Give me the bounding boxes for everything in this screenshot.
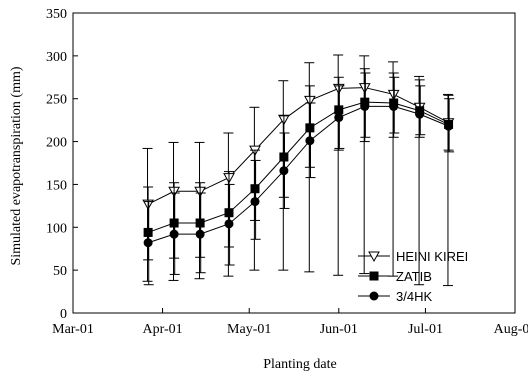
x-axis-ticks: Mar-01 Apr-01 May-01 Jun-01 Jul-01 Aug-01 <box>52 308 528 337</box>
series-group <box>142 54 455 287</box>
data-point <box>250 197 260 207</box>
series-layer <box>142 54 455 287</box>
x-axis-label: Planting date <box>263 357 337 372</box>
y-tick-label: 200 <box>46 136 67 151</box>
y-tick-label: 250 <box>46 93 67 108</box>
data-point <box>250 184 260 194</box>
x-tick-label: Aug-01 <box>494 322 528 337</box>
y-axis-label: Simulated evapotranspiration (mm) <box>9 66 24 265</box>
data-point <box>224 219 234 229</box>
data-point <box>195 218 205 228</box>
data-point <box>444 121 454 131</box>
plot-border <box>72 12 516 314</box>
legend-marker <box>369 271 379 281</box>
data-point <box>195 229 205 239</box>
legend-entry: HEINI KIREI <box>358 249 468 264</box>
data-point <box>143 238 153 248</box>
data-point <box>389 101 399 111</box>
series-line <box>147 87 449 205</box>
y-tick-label: 300 <box>46 50 67 65</box>
y-tick-label: 0 <box>60 307 67 322</box>
legend: HEINI KIREI ZATIB 3/4HK <box>358 249 468 304</box>
legend-entry: 3/4HK <box>358 289 432 304</box>
legend-marker <box>368 251 380 263</box>
series-group <box>143 68 454 261</box>
x-tick-label: Jul-01 <box>408 322 443 337</box>
data-point <box>415 109 425 119</box>
data-point <box>305 123 315 133</box>
legend-marker <box>369 291 379 301</box>
y-tick-label: 50 <box>53 264 67 279</box>
data-point <box>360 101 370 111</box>
series-line <box>147 101 449 233</box>
legend-entry: ZATIB <box>358 269 432 284</box>
x-tick-label: Jun-01 <box>320 322 358 337</box>
series-line <box>147 105 449 244</box>
x-tick-label: Mar-01 <box>52 322 94 337</box>
legend-label: ZATIB <box>396 269 432 284</box>
y-tick-label: 150 <box>46 178 67 193</box>
data-point <box>334 105 344 115</box>
x-tick-label: Apr-01 <box>142 322 182 337</box>
y-axis-ticks: 0 50 100 150 200 250 300 350 <box>46 7 78 322</box>
legend-label: HEINI KIREI <box>396 249 468 264</box>
series-group <box>143 72 455 286</box>
plot-frame <box>72 12 516 314</box>
data-point <box>169 229 179 239</box>
y-tick-label: 100 <box>46 221 67 236</box>
legend-label: 3/4HK <box>396 289 432 304</box>
data-point <box>143 227 153 237</box>
data-point <box>169 218 179 228</box>
data-point <box>305 136 315 146</box>
data-point <box>224 208 234 218</box>
y-tick-label: 350 <box>46 7 67 22</box>
data-point <box>279 152 289 162</box>
x-tick-label: May-01 <box>227 322 271 337</box>
data-point <box>334 113 344 123</box>
data-point <box>279 166 289 176</box>
